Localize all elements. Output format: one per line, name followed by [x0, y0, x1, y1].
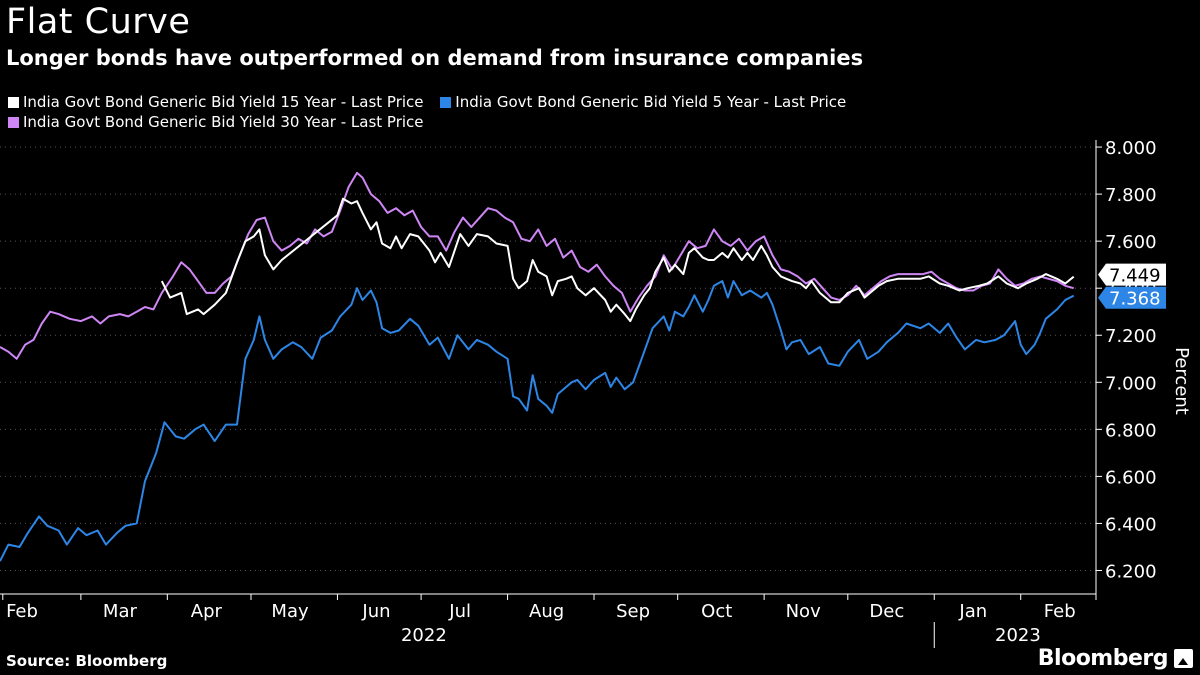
legend-item-15y: India Govt Bond Generic Bid Yield 15 Yea…	[8, 92, 424, 112]
bloomberg-logo: Bloomberg	[1037, 646, 1169, 671]
series-line-s15	[160, 197, 1075, 323]
chart-subtitle: Longer bonds have outperformed on demand…	[6, 46, 864, 70]
y-tick-label: 6.200	[1105, 561, 1157, 582]
legend-item-30y: India Govt Bond Generic Bid Yield 30 Yea…	[8, 112, 424, 132]
y-axis-label: Percent	[1171, 347, 1192, 415]
legend-swatch-15y	[8, 97, 19, 108]
y-tick-label: 7.000	[1105, 373, 1157, 394]
y-tick-label: 6.800	[1105, 420, 1157, 441]
y-tick-label: 7.200	[1105, 326, 1157, 347]
legend-label-5y: India Govt Bond Generic Bid Yield 5 Year…	[455, 93, 847, 111]
x-tick-label: Aug	[529, 601, 564, 622]
legend-label-15y: India Govt Bond Generic Bid Yield 15 Yea…	[23, 93, 424, 111]
x-tick-label: May	[271, 601, 309, 622]
source-note: Source: Bloomberg	[6, 652, 168, 670]
year-label-2023: 2023	[995, 625, 1041, 646]
chart-title: Flat Curve	[6, 2, 191, 42]
y-tick-label: 7.800	[1105, 185, 1157, 206]
y-tick-label: 6.600	[1105, 467, 1157, 488]
y-tick-label: 7.600	[1105, 232, 1157, 253]
x-tick-label: Feb	[1044, 601, 1076, 622]
x-tick-label: Sep	[616, 601, 650, 622]
x-tick-label: Jun	[361, 601, 390, 622]
badge-text-s15: 7.449	[1109, 266, 1161, 287]
legend-label-30y: India Govt Bond Generic Bid Yield 30 Yea…	[23, 113, 424, 131]
legend: India Govt Bond Generic Bid Yield 15 Yea…	[8, 92, 1008, 132]
y-tick-label: 8.000	[1105, 138, 1157, 159]
badge-shape-s15	[1098, 263, 1166, 286]
series-line-s5	[0, 280, 1075, 562]
last-value-badge-s15: 7.449	[1098, 263, 1166, 287]
x-tick-label: Jan	[958, 601, 987, 622]
year-label-2022: 2022	[401, 625, 447, 646]
last-value-badge-s5: 7.368	[1098, 286, 1166, 310]
badge-shape-s5	[1098, 286, 1166, 309]
legend-swatch-5y	[440, 97, 452, 108]
legend-item-5y: India Govt Bond Generic Bid Yield 5 Year…	[440, 92, 846, 112]
x-tick-label: Oct	[701, 601, 732, 622]
x-tick-label: Apr	[191, 601, 223, 622]
badge-text-s5: 7.368	[1109, 289, 1161, 310]
x-tick-label: Nov	[786, 601, 821, 622]
legend-swatch-30y	[8, 117, 19, 128]
x-tick-label: Mar	[103, 601, 138, 622]
y-tick-label: 6.400	[1105, 514, 1157, 535]
x-tick-label: Dec	[869, 601, 904, 622]
series-line-s30	[0, 171, 1074, 360]
terminal-icon	[1174, 649, 1193, 668]
x-tick-label: Feb	[6, 601, 38, 622]
x-tick-label: Jul	[448, 601, 471, 622]
